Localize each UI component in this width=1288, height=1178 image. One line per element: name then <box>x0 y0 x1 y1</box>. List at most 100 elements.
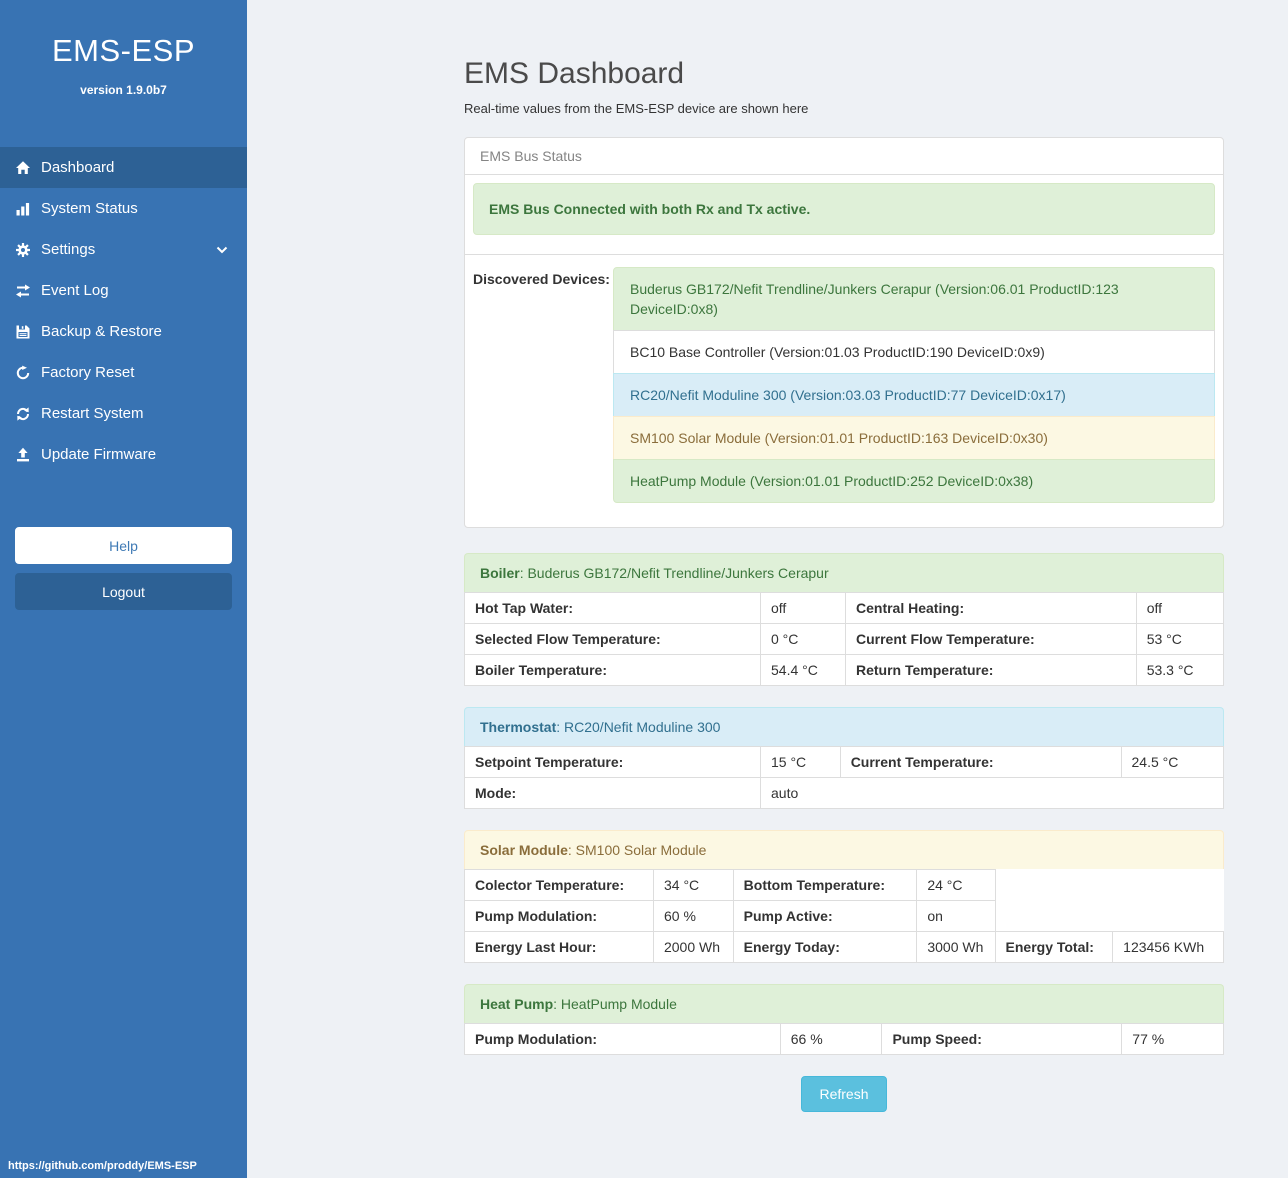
factory-reset-icon <box>14 365 32 381</box>
sidebar-item-label: Event Log <box>41 282 109 299</box>
value-cell: 3000 Wh <box>916 931 996 963</box>
boiler-panel-header: Boiler: Buderus GB172/Nefit Trendline/Ju… <box>464 553 1224 592</box>
panel-title: Solar Module <box>480 842 568 858</box>
app-title: EMS-ESP <box>51 33 196 68</box>
panel-device-name: : HeatPump Module <box>553 996 677 1012</box>
solar-module-panel: Solar Module: SM100 Solar Module Colecto… <box>464 830 1224 963</box>
table-row: Pump Modulation: 66 % Pump Speed: 77 % <box>464 1023 1224 1055</box>
brand: EMS-ESP version 1.9.0b7 <box>0 0 247 97</box>
panel-device-name: : SM100 Solar Module <box>567 842 707 858</box>
device-list-item: HeatPump Module (Version:01.01 ProductID… <box>613 459 1215 503</box>
panel-title: Thermostat <box>480 719 557 735</box>
upload-icon <box>14 447 32 463</box>
main-area: EMS Dashboard Real-time values from the … <box>247 0 1288 1178</box>
sidebar-item-dashboard[interactable]: Dashboard <box>0 147 247 188</box>
value-label: Energy Last Hour: <box>464 931 654 963</box>
bus-connected-alert: EMS Bus Connected with both Rx and Tx ac… <box>473 183 1215 235</box>
sidebar-item-event-log[interactable]: Event Log <box>0 270 247 311</box>
thermostat-panel-header: Thermostat: RC20/Nefit Moduline 300 <box>464 707 1224 746</box>
content-column: EMS Dashboard Real-time values from the … <box>464 57 1225 1152</box>
sidebar-item-restart-system[interactable]: Restart System <box>0 393 247 434</box>
value-label: Energy Total: <box>994 931 1114 963</box>
sidebar-item-factory-reset[interactable]: Factory Reset <box>0 352 247 393</box>
sidebar-item-label: Restart System <box>41 405 144 422</box>
value-cell: 66 % <box>779 1023 883 1055</box>
help-button[interactable]: Help <box>15 527 232 564</box>
value-cell: 60 % <box>652 900 734 932</box>
refresh-button[interactable]: Refresh <box>801 1076 887 1112</box>
value-label: Mode: <box>464 777 761 809</box>
value-label: Pump Active: <box>732 900 918 932</box>
stats-icon <box>14 201 32 217</box>
value-label: Energy Today: <box>732 931 918 963</box>
ems-bus-status-body: EMS Bus Connected with both Rx and Tx ac… <box>465 175 1223 527</box>
value-cell: 0 °C <box>760 623 846 655</box>
value-label: Setpoint Temperature: <box>464 746 761 778</box>
sidebar-item-label: Settings <box>41 241 96 258</box>
sidebar-item-system-status[interactable]: System Status <box>0 188 247 229</box>
device-list-item: BC10 Base Controller (Version:01.03 Prod… <box>613 330 1215 374</box>
sidebar-buttons: Help Logout <box>0 527 247 610</box>
value-label: Return Temperature: <box>845 654 1137 686</box>
value-cell: 53 °C <box>1135 623 1225 655</box>
sidebar-nav: Dashboard System Status <box>0 147 247 475</box>
value-label: Central Heating: <box>845 592 1137 624</box>
table-row: Colector Temperature: 34 °C Bottom Tempe… <box>464 869 1224 901</box>
discovered-devices-row: Discovered Devices: Buderus GB172/Nefit … <box>465 254 1223 519</box>
device-list-item: RC20/Nefit Moduline 300 (Version:03.03 P… <box>613 373 1215 417</box>
ems-bus-status-card: EMS Bus Status EMS Bus Connected with bo… <box>464 137 1224 528</box>
value-label: Current Temperature: <box>839 746 1122 778</box>
sidebar-item-label: Update Firmware <box>41 446 157 463</box>
github-url[interactable]: https://github.com/proddy/EMS-ESP <box>8 1160 197 1172</box>
sidebar-item-label: Dashboard <box>41 159 115 176</box>
home-icon <box>14 160 32 176</box>
thermostat-panel: Thermostat: RC20/Nefit Moduline 300 Setp… <box>464 707 1225 809</box>
table-row: Hot Tap Water: off Central Heating: off <box>464 592 1225 624</box>
chevron-down-icon <box>216 246 228 254</box>
sidebar-item-update-firmware[interactable]: Update Firmware <box>0 434 247 475</box>
discovered-devices-list: Buderus GB172/Nefit Trendline/Junkers Ce… <box>613 267 1215 503</box>
heat-pump-panel: Heat Pump: HeatPump Module Pump Modulati… <box>464 984 1224 1055</box>
value-cell: 24 °C <box>916 869 996 901</box>
sidebar-item-label: Backup & Restore <box>41 323 162 340</box>
sidebar-item-settings[interactable]: Settings <box>0 229 247 270</box>
heat-pump-panel-header: Heat Pump: HeatPump Module <box>464 984 1224 1023</box>
value-cell: 24.5 °C <box>1120 746 1225 778</box>
panel-title: Heat Pump <box>480 996 554 1012</box>
logout-button[interactable]: Logout <box>15 573 232 610</box>
value-label: Pump Modulation: <box>464 900 654 932</box>
sidebar-item-backup-restore[interactable]: Backup & Restore <box>0 311 247 352</box>
value-cell: 54.4 °C <box>760 654 846 686</box>
table-row: Selected Flow Temperature: 0 °C Current … <box>464 623 1225 655</box>
table-row: Energy Last Hour: 2000 Wh Energy Today: … <box>464 931 1224 963</box>
value-cell: 2000 Wh <box>652 931 734 963</box>
device-list-item: SM100 Solar Module (Version:01.01 Produc… <box>613 416 1215 460</box>
table-row: Boiler Temperature: 54.4 °C Return Tempe… <box>464 654 1225 686</box>
refresh-area: Refresh <box>464 1076 1224 1152</box>
value-label: Hot Tap Water: <box>464 592 761 624</box>
value-label: Selected Flow Temperature: <box>464 623 761 655</box>
table-row: Setpoint Temperature: 15 °C Current Temp… <box>464 746 1225 778</box>
sidebar-item-label: System Status <box>41 200 138 217</box>
value-cell: on <box>916 900 996 932</box>
value-label: Colector Temperature: <box>464 869 654 901</box>
value-label: Current Flow Temperature: <box>845 623 1137 655</box>
panel-device-name: : RC20/Nefit Moduline 300 <box>556 719 721 735</box>
table-row: Pump Modulation: 60 % Pump Active: on <box>464 900 1224 932</box>
value-label: Boiler Temperature: <box>464 654 761 686</box>
thermostat-table: Setpoint Temperature: 15 °C Current Temp… <box>464 746 1225 809</box>
value-cell: auto <box>760 777 1224 809</box>
value-cell: 123456 KWh <box>1112 931 1224 963</box>
app-version: version 1.9.0b7 <box>80 83 167 97</box>
value-label: Pump Modulation: <box>464 1023 781 1055</box>
value-label: Pump Speed: <box>881 1023 1123 1055</box>
gear-icon <box>14 242 32 258</box>
table-row: Mode: auto <box>464 777 1224 809</box>
value-cell: 15 °C <box>760 746 841 778</box>
ems-bus-status-header: EMS Bus Status <box>465 138 1223 175</box>
value-cell: 53.3 °C <box>1135 654 1225 686</box>
restart-icon <box>14 406 32 422</box>
page-subtitle: Real-time values from the EMS-ESP device… <box>464 101 809 116</box>
panel-title: Boiler <box>480 565 520 581</box>
